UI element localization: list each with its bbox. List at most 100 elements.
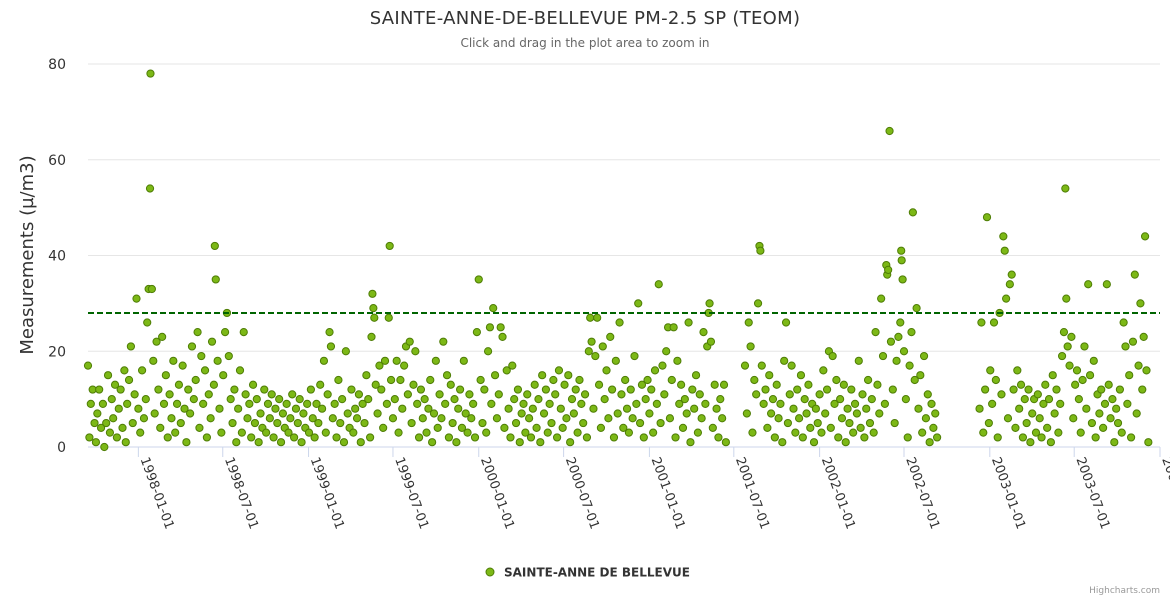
data-point[interactable] — [217, 428, 226, 437]
data-point[interactable] — [154, 385, 163, 394]
data-point[interactable] — [910, 375, 919, 385]
data-point[interactable] — [991, 375, 1000, 385]
data-point[interactable] — [420, 395, 429, 404]
data-point[interactable] — [405, 337, 414, 346]
data-point[interactable] — [1056, 399, 1065, 409]
data-point[interactable] — [478, 418, 487, 428]
data-point[interactable] — [643, 375, 652, 385]
data-point[interactable] — [508, 361, 517, 370]
data-point[interactable] — [619, 423, 628, 432]
data-point[interactable] — [875, 409, 884, 418]
data-point[interactable] — [885, 126, 894, 136]
data-point[interactable] — [849, 428, 858, 437]
data-point[interactable] — [1048, 371, 1057, 380]
data-point[interactable] — [1024, 385, 1033, 394]
data-point[interactable] — [230, 385, 239, 394]
data-point[interactable] — [591, 351, 600, 361]
data-point[interactable] — [1046, 438, 1055, 447]
data-point[interactable] — [321, 428, 330, 437]
data-point[interactable] — [426, 375, 435, 385]
data-point[interactable] — [630, 351, 639, 361]
data-point[interactable] — [456, 385, 465, 394]
data-point[interactable] — [159, 399, 169, 409]
data-point[interactable] — [526, 433, 536, 442]
data-point[interactable] — [314, 418, 323, 428]
data-point[interactable] — [740, 361, 750, 370]
data-point[interactable] — [202, 433, 211, 442]
data-point[interactable] — [787, 361, 796, 370]
data-point[interactable] — [234, 404, 243, 413]
data-point[interactable] — [819, 366, 828, 375]
data-point[interactable] — [759, 399, 768, 409]
data-point[interactable] — [665, 414, 675, 423]
data-point[interactable] — [1140, 232, 1150, 241]
data-point[interactable] — [545, 399, 554, 409]
data-point[interactable] — [336, 418, 345, 428]
data-point[interactable] — [1138, 385, 1147, 394]
data-point[interactable] — [796, 371, 806, 380]
data-point[interactable] — [224, 351, 233, 361]
data-point[interactable] — [519, 399, 528, 409]
data-point[interactable] — [510, 395, 519, 404]
data-point[interactable] — [1139, 332, 1148, 341]
data-point[interactable] — [701, 399, 710, 409]
data-point[interactable] — [806, 423, 815, 432]
data-point[interactable] — [207, 337, 217, 346]
data-point[interactable] — [1108, 395, 1117, 404]
data-point[interactable] — [582, 433, 592, 442]
data-point[interactable] — [564, 371, 573, 380]
data-point[interactable] — [656, 418, 665, 428]
data-point[interactable] — [299, 409, 308, 418]
data-point[interactable] — [96, 423, 106, 432]
data-point[interactable] — [836, 395, 845, 404]
data-point[interactable] — [116, 385, 125, 394]
data-point[interactable] — [323, 390, 332, 399]
data-point[interactable] — [319, 356, 329, 365]
data-point[interactable] — [525, 414, 534, 423]
data-point[interactable] — [719, 380, 729, 389]
data-point[interactable] — [367, 332, 376, 341]
data-point[interactable] — [528, 404, 537, 413]
data-point[interactable] — [1125, 371, 1134, 380]
data-point[interactable] — [210, 241, 219, 251]
data-point[interactable] — [718, 414, 727, 423]
data-point[interactable] — [862, 404, 871, 413]
data-point[interactable] — [174, 380, 184, 389]
data-point[interactable] — [673, 356, 682, 365]
data-point[interactable] — [534, 395, 543, 404]
data-point[interactable] — [145, 184, 155, 193]
data-point[interactable] — [671, 433, 680, 442]
data-point[interactable] — [1035, 414, 1044, 423]
data-point[interactable] — [386, 375, 396, 385]
data-point[interactable] — [354, 390, 364, 399]
data-point[interactable] — [103, 371, 113, 380]
data-point[interactable] — [993, 433, 1002, 442]
data-point[interactable] — [392, 356, 401, 365]
data-point[interactable] — [858, 390, 867, 399]
data-point[interactable] — [1123, 399, 1132, 409]
data-point[interactable] — [380, 356, 390, 365]
data-point[interactable] — [156, 423, 165, 432]
data-point[interactable] — [873, 380, 882, 389]
data-point[interactable] — [763, 423, 772, 432]
data-point[interactable] — [146, 69, 155, 78]
data-point[interactable] — [1074, 395, 1083, 404]
data-point[interactable] — [793, 385, 802, 394]
data-point[interactable] — [596, 423, 606, 432]
data-point[interactable] — [884, 265, 893, 274]
data-point[interactable] — [347, 385, 356, 394]
data-point[interactable] — [394, 428, 403, 437]
data-point[interactable] — [134, 404, 143, 413]
data-point[interactable] — [384, 313, 393, 322]
data-point[interactable] — [1089, 356, 1098, 365]
data-point[interactable] — [398, 404, 407, 413]
data-point[interactable] — [705, 299, 714, 308]
data-point[interactable] — [989, 318, 999, 327]
data-point[interactable] — [476, 375, 485, 385]
data-point[interactable] — [927, 399, 936, 409]
data-point[interactable] — [1016, 380, 1026, 389]
data-point[interactable] — [753, 299, 763, 308]
data-point[interactable] — [1113, 418, 1123, 428]
data-point[interactable] — [228, 418, 237, 428]
data-point[interactable] — [351, 404, 360, 413]
